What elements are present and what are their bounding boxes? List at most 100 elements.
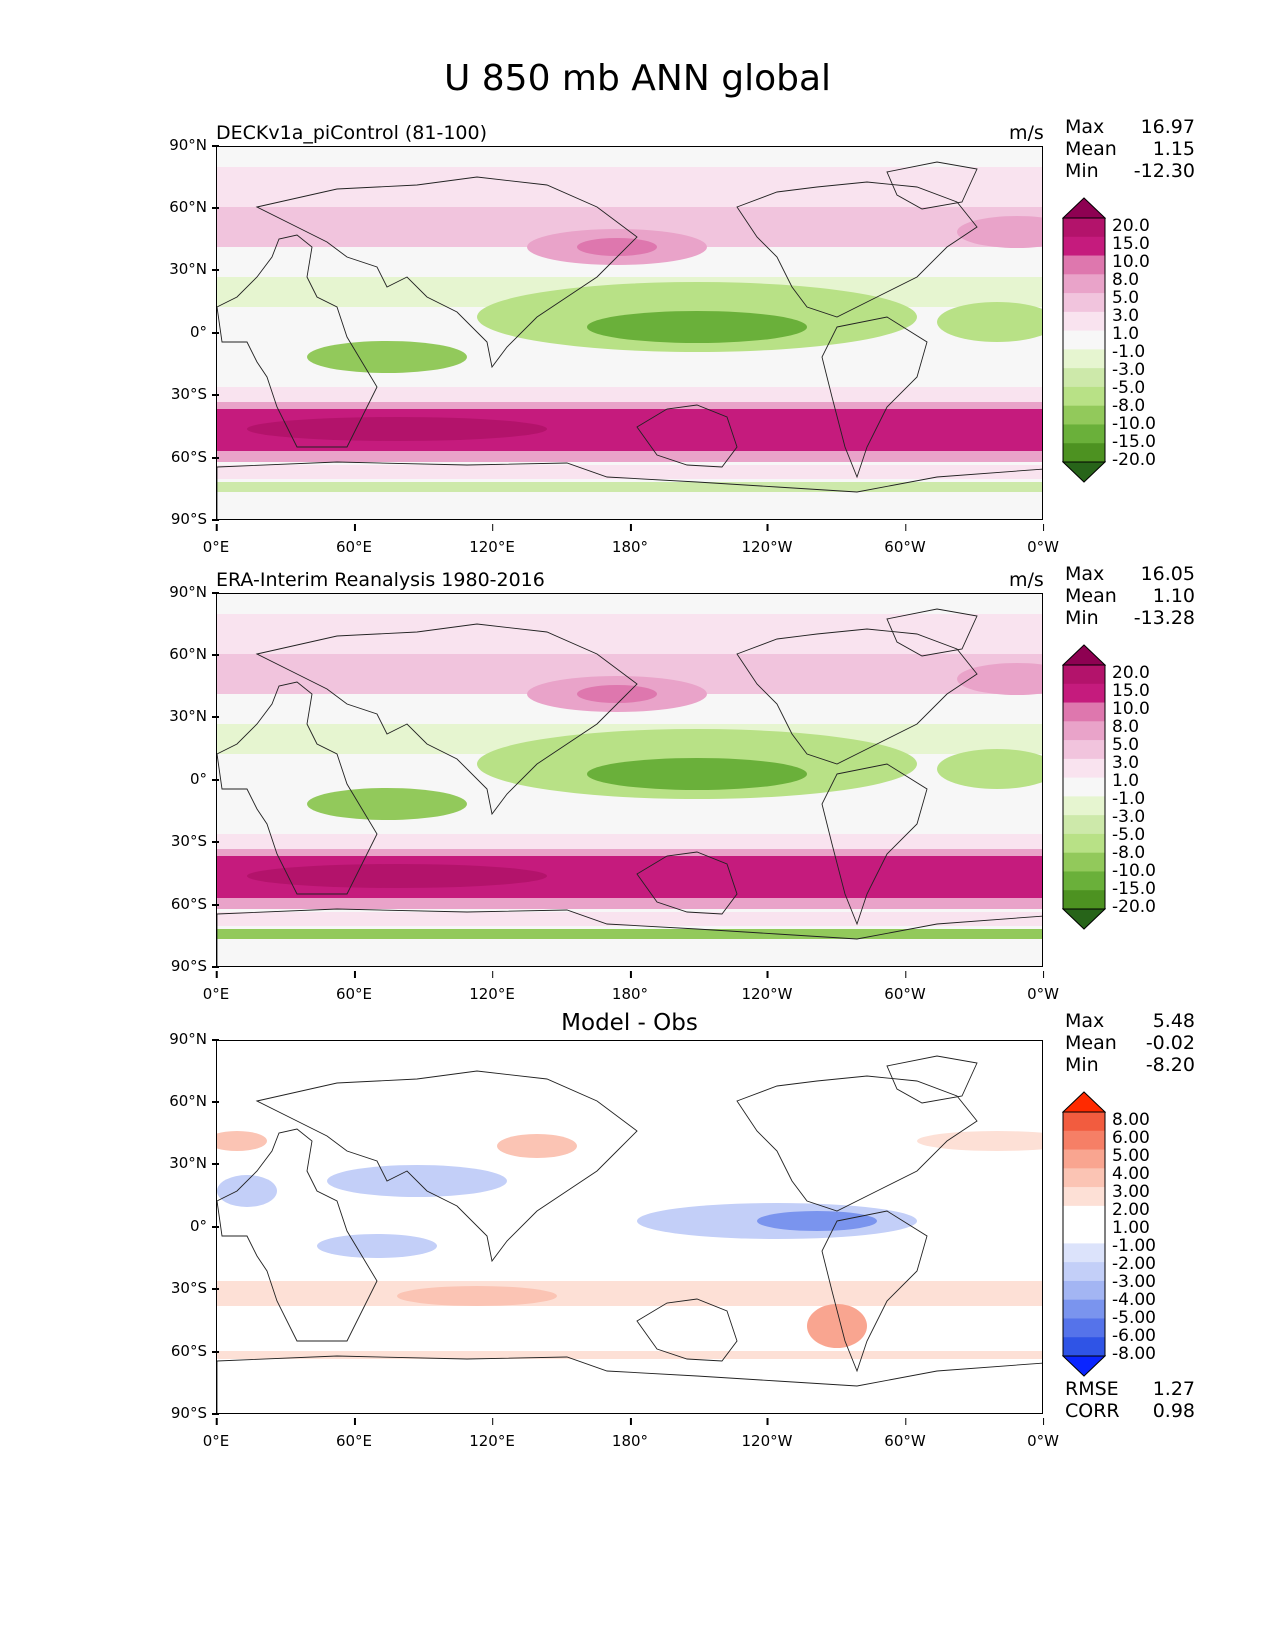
stat-max-row: Max 5.48 <box>1065 1010 1195 1032</box>
coastline-2 <box>636 1298 738 1362</box>
field-blob-indian-trades <box>307 341 467 373</box>
colorbar-segment <box>1063 852 1105 872</box>
lat-tick-label: 60°S <box>170 1342 220 1360</box>
colorbar-segment <box>1063 386 1105 407</box>
colorbar-tick-label: -5.0 <box>1112 378 1146 398</box>
colorbar-segment <box>1063 1280 1105 1301</box>
stat-min-label: Min <box>1065 1054 1099 1076</box>
lon-tick-label: 120°W <box>741 971 793 1003</box>
field-band-antarctic-positive <box>217 1351 1042 1359</box>
coastline-6 <box>217 461 1042 519</box>
colorbar-tick-label: -5.0 <box>1112 825 1146 845</box>
colorbar-graphic <box>1061 197 1107 483</box>
colorbar-tick-label: -2.00 <box>1112 1254 1156 1274</box>
colorbar-segment <box>1063 311 1105 332</box>
stat-max-label: Max <box>1065 1010 1105 1032</box>
metric-corr-value: 0.98 <box>1152 1400 1195 1422</box>
colorbar-segment <box>1063 443 1105 463</box>
lon-tick-label: 60°E <box>335 1418 373 1450</box>
colorbar-segment <box>1063 293 1105 313</box>
coastline-3 <box>736 181 978 318</box>
colorbar-segment <box>1063 1187 1105 1207</box>
lon-tick-label: 0°E <box>202 971 230 1003</box>
field-blob-south-jet-core <box>247 417 547 441</box>
colorbar-tick-label: -4.00 <box>1112 1290 1156 1310</box>
lat-tick-label: 90°S <box>170 510 220 528</box>
colorbar-tick-label: 8.00 <box>1112 1110 1150 1130</box>
stat-mean-label: Mean <box>1065 585 1117 607</box>
coastline-1 <box>255 176 638 369</box>
colorbar-tick-label: -1.0 <box>1112 789 1146 809</box>
colorbar-tick-label: -8.0 <box>1112 843 1146 863</box>
colorbar-tick-label: -6.00 <box>1112 1326 1156 1346</box>
colorbar-segment <box>1063 349 1105 369</box>
colorbar-segment <box>1063 1168 1105 1188</box>
colorbar-tick-label: 3.0 <box>1112 753 1140 773</box>
field-blob-trade-core <box>587 311 807 343</box>
stat-min-row: Min -8.20 <box>1065 1054 1195 1076</box>
colorbar-tick-label: 15.0 <box>1112 234 1150 254</box>
colorbar-tick-label: -5.00 <box>1112 1308 1156 1328</box>
colorbar-segment <box>1063 1130 1105 1151</box>
colorbar-outline <box>1062 1111 1106 1357</box>
colorbar-tick-label: 10.0 <box>1112 699 1150 719</box>
panel-title: ERA-Interim Reanalysis 1980-2016 <box>216 569 545 591</box>
stats-box: Max 16.97 Mean 1.15 Min -12.30 <box>1065 116 1195 182</box>
stat-mean-label: Mean <box>1065 1032 1117 1054</box>
colorbar-tick-label: -1.00 <box>1112 1236 1156 1256</box>
coastline-5 <box>821 763 928 926</box>
colorbar-segment <box>1063 1112 1105 1132</box>
field-blob-indian-trades <box>307 788 467 820</box>
colorbar-segment <box>1063 1205 1105 1226</box>
lon-tick-label: 0°E <box>202 524 230 556</box>
colorbar-tick-label: 2.00 <box>1112 1200 1150 1220</box>
stat-mean-value: -0.02 <box>1145 1032 1195 1054</box>
lat-tick-label: 0° <box>189 1217 220 1235</box>
colorbar-graphic <box>1061 1091 1107 1377</box>
lon-tick-label: 180° <box>611 524 649 556</box>
field-blob-africa-negative <box>217 1175 277 1207</box>
stats-box: Max 5.48 Mean -0.02 Min -8.20 <box>1065 1010 1195 1076</box>
field-blob-pacific-jet-core <box>577 238 657 256</box>
colorbar-segment <box>1063 1149 1105 1169</box>
stat-min-label: Min <box>1065 160 1099 182</box>
stat-min-value: -12.30 <box>1133 160 1195 182</box>
lon-tick-label: 0°W <box>1027 971 1059 1003</box>
colorbar-tick-label: -10.0 <box>1112 861 1156 881</box>
stat-max-row: Max 16.97 <box>1065 116 1195 138</box>
map-panel-1: DECKv1a_piControl (81-100) m/s 90°N 60°N 30°… <box>0 0 1275 556</box>
metric-corr-label: CORR <box>1065 1400 1120 1422</box>
colorbar-segment <box>1063 1262 1105 1282</box>
stat-min-label: Min <box>1065 607 1099 629</box>
stat-max-value: 16.97 <box>1140 116 1195 138</box>
colorbar-tick-label: 3.0 <box>1112 306 1140 326</box>
lat-tick-label: 90°N <box>169 136 219 154</box>
stat-mean-value: 1.10 <box>1152 585 1195 607</box>
coastlines <box>217 608 1042 966</box>
field-blob-trade-core <box>587 758 807 790</box>
lon-tick-label: 120°W <box>741 524 793 556</box>
lon-tick-label: 60°E <box>335 524 373 556</box>
colorbar-segment <box>1063 777 1105 797</box>
lon-tick-label: 120°E <box>469 524 515 556</box>
stats-box: Max 16.05 Mean 1.10 Min -13.28 <box>1065 563 1195 629</box>
colorbar-segment <box>1063 740 1105 760</box>
lon-tick-label: 0°E <box>202 1418 230 1450</box>
coastlines <box>217 161 1042 519</box>
map-plot-area <box>216 593 1043 967</box>
field-blob-japan-positive <box>497 1134 577 1158</box>
coastline-1 <box>255 623 638 816</box>
colorbar-tick-label: 5.0 <box>1112 288 1140 308</box>
figure-title: U 850 mb ANN global <box>443 58 832 99</box>
colorbar-tick-label: -20.0 <box>1112 450 1156 470</box>
colorbar-tick-label: 15.0 <box>1112 681 1150 701</box>
field-blob-patagonia-positive <box>807 1304 867 1348</box>
lon-tick-label: 120°E <box>469 1418 515 1450</box>
panel-title: Model - Obs <box>561 1010 698 1036</box>
colorbar-tick-label: -15.0 <box>1112 432 1156 452</box>
field-blob-atlantic-jet <box>957 663 1042 695</box>
contour-field <box>217 594 1042 966</box>
colorbar-tick-label: 10.0 <box>1112 252 1150 272</box>
coastline-5 <box>821 316 928 479</box>
metric-rmse-value: 1.27 <box>1152 1378 1195 1400</box>
